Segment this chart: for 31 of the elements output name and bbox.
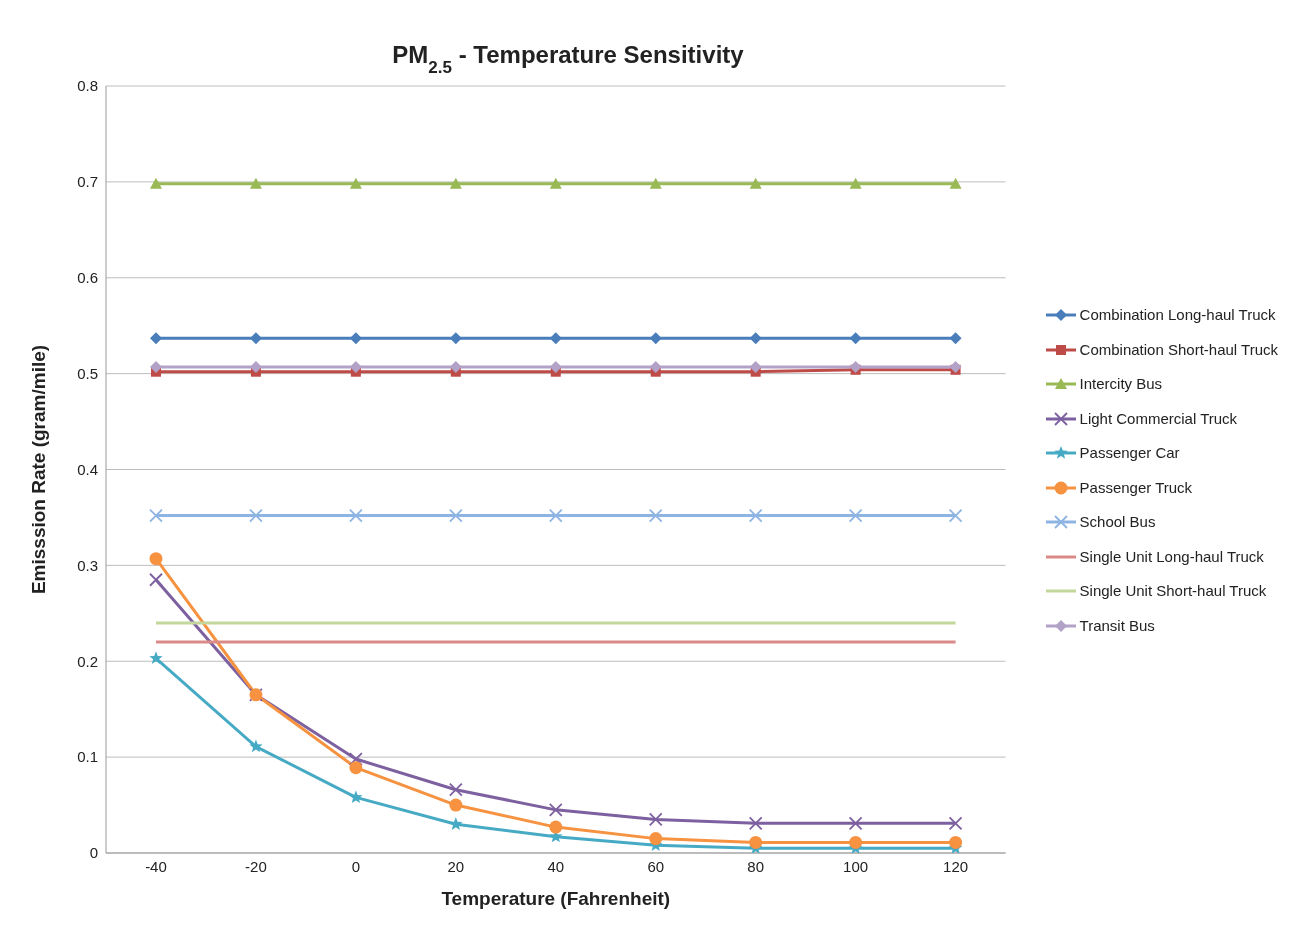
legend-label: Passenger Car bbox=[1079, 443, 1180, 464]
legend-label: School Bus bbox=[1079, 512, 1156, 533]
legend-label: Single Unit Short-haul Truck bbox=[1079, 581, 1267, 602]
y-tick-label: 0 bbox=[89, 844, 98, 862]
y-tick-label: 0.4 bbox=[77, 460, 98, 478]
x-tick-label: 100 bbox=[843, 857, 869, 875]
y-tick-label: 0.8 bbox=[77, 77, 98, 95]
legend-label: Transit Bus bbox=[1079, 615, 1155, 636]
legend-label: Intercity Bus bbox=[1079, 374, 1163, 395]
legend-label: Passenger Truck bbox=[1079, 477, 1193, 498]
legend-label: Single Unit Long-haul Truck bbox=[1079, 546, 1264, 567]
legend-label: Combination Short-haul Truck bbox=[1079, 339, 1278, 360]
x-tick-label: 0 bbox=[351, 857, 361, 875]
x-tick-label: 120 bbox=[943, 857, 969, 875]
x-tick-label: 20 bbox=[447, 857, 465, 875]
x-tick-label: 80 bbox=[747, 857, 765, 875]
legend-label: Combination Long-haul Truck bbox=[1079, 305, 1276, 326]
y-tick-label: 0.7 bbox=[77, 173, 98, 191]
y-tick-label: 0.3 bbox=[77, 556, 98, 574]
x-tick-label: -20 bbox=[245, 857, 267, 875]
legend-label: Light Commercial Truck bbox=[1079, 408, 1238, 429]
x-axis-title: Temperature (Fahrenheit) bbox=[441, 888, 671, 909]
chart-title: PM$_{2.5}$ - Temperature Sensitivity bbox=[392, 41, 745, 77]
x-tick-label: 40 bbox=[547, 857, 565, 875]
y-tick-label: 0.1 bbox=[77, 748, 98, 766]
x-tick-label: 60 bbox=[647, 857, 665, 875]
y-tick-label: 0.5 bbox=[77, 364, 98, 382]
y-tick-label: 0.6 bbox=[77, 269, 98, 287]
y-axis-title: Emisssion Rate (gram/mile) bbox=[27, 344, 49, 595]
x-tick-label: -40 bbox=[145, 857, 167, 875]
y-tick-label: 0.2 bbox=[77, 652, 98, 670]
